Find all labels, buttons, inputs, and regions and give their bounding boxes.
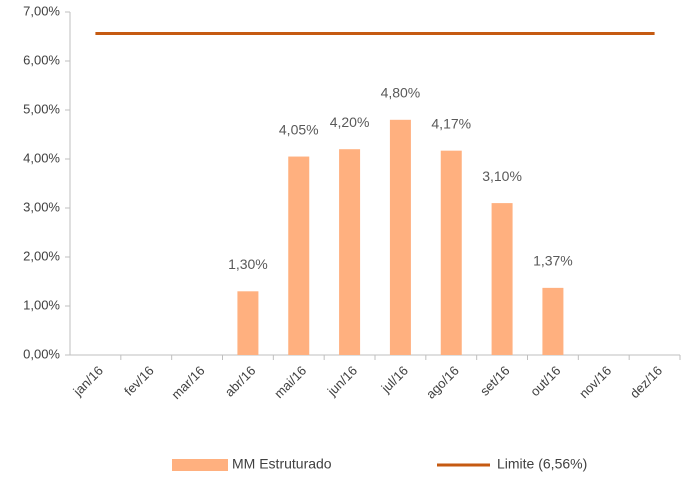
x-tick-label: mai/16 (271, 363, 309, 401)
y-tick-label: 7,00% (23, 3, 60, 18)
data-label: 1,30% (228, 256, 268, 272)
legend-swatch (172, 459, 228, 471)
bar (389, 119, 411, 355)
data-label: 1,37% (533, 253, 573, 269)
x-tick-label: dez/16 (627, 363, 665, 401)
x-tick-label: jan/16 (70, 363, 106, 399)
x-tick-label: ago/16 (423, 363, 462, 402)
bar (440, 150, 462, 355)
legend-label: Limite (6,56%) (497, 456, 587, 472)
legend-label: MM Estruturado (232, 456, 332, 472)
bar (491, 203, 513, 355)
data-label: 4,20% (330, 114, 370, 130)
x-tick-label: mar/16 (168, 363, 207, 402)
y-tick-label: 6,00% (23, 52, 60, 67)
x-tick-label: nov/16 (576, 363, 614, 401)
data-label: 4,17% (431, 115, 471, 131)
bar (237, 291, 259, 355)
y-tick-label: 0,00% (23, 346, 60, 361)
y-tick-label: 5,00% (23, 101, 60, 116)
x-tick-label: abr/16 (222, 363, 259, 400)
x-tick-label: out/16 (527, 363, 563, 399)
y-tick-label: 1,00% (23, 297, 60, 312)
data-label: 3,10% (482, 168, 522, 184)
x-tick-label: jun/16 (324, 363, 360, 399)
x-tick-label: fev/16 (121, 363, 157, 399)
x-tick-label: jul/16 (378, 363, 411, 396)
bar (288, 156, 310, 355)
data-label: 4,80% (381, 85, 421, 101)
y-tick-label: 4,00% (23, 150, 60, 165)
bar (542, 287, 564, 355)
y-tick-label: 2,00% (23, 248, 60, 263)
data-label: 4,05% (279, 121, 319, 137)
x-tick-label: set/16 (477, 363, 513, 399)
bar (339, 149, 361, 355)
y-tick-label: 3,00% (23, 199, 60, 214)
